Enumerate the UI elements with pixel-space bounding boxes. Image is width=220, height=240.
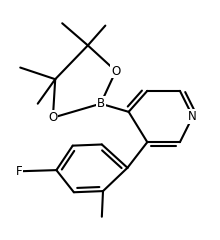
Text: O: O [48,111,57,124]
Text: F: F [16,165,22,178]
Text: N: N [188,110,197,123]
Text: O: O [111,65,121,78]
Text: B: B [97,97,105,110]
